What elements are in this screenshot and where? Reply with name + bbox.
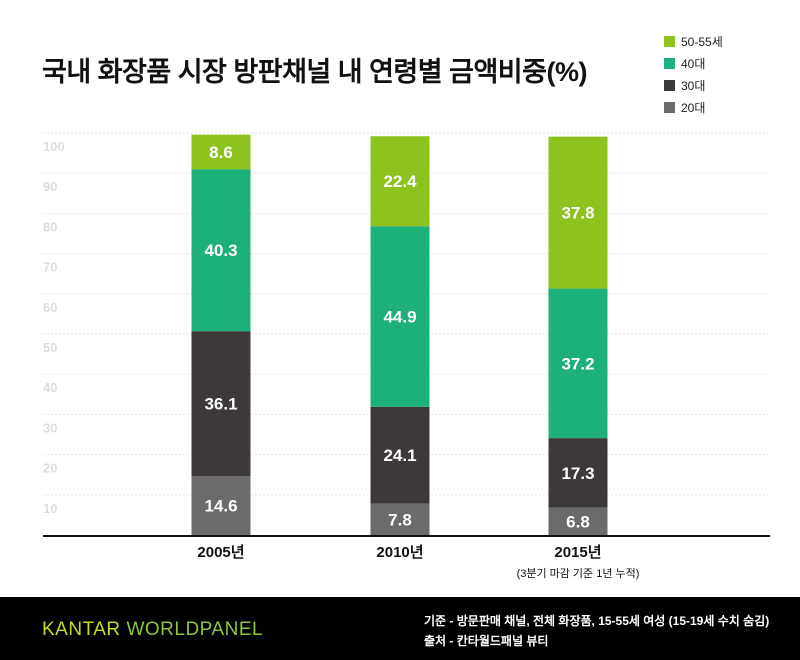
legend-item: 50-55세 (664, 30, 723, 52)
bar-segment (548, 507, 608, 535)
bar-segment (191, 134, 251, 170)
source-note: 출처 - 칸타월드패널 뷰티 (424, 634, 549, 648)
legend-swatch (664, 79, 675, 91)
bar-segment (548, 136, 608, 289)
x-tick-note: (3분기 마감 기준 1년 누적) (517, 567, 640, 580)
x-tick-label: 2010년 (376, 544, 423, 561)
legend-item: 30대 (664, 74, 723, 96)
legend-label: 30대 (681, 78, 706, 93)
data-label: 24.1 (383, 446, 416, 465)
data-label: 44.9 (383, 308, 416, 327)
y-tick-label: 60 (43, 300, 57, 315)
data-label: 37.2 (561, 354, 594, 373)
data-label: 6.8 (566, 512, 590, 531)
y-tick-label: 30 (43, 420, 57, 435)
bar-segment (191, 169, 251, 332)
data-label: 37.8 (561, 204, 594, 223)
data-label: 17.3 (561, 464, 594, 483)
basis-note: 기준 - 방문판매 채널, 전체 화장품, 15-55세 여성 (15-19세 … (424, 614, 770, 628)
footer-notes: 기준 - 방문판매 채널, 전체 화장품, 15-55세 여성 (15-19세 … (424, 611, 769, 651)
bar-segment (370, 503, 430, 535)
data-label: 36.1 (204, 395, 237, 414)
y-tick-label: 70 (43, 260, 57, 275)
legend-label: 50-55세 (681, 34, 723, 49)
logo-text-b: WORLDPANEL (126, 619, 264, 640)
y-tick-label: 80 (43, 219, 57, 234)
data-label: 7.8 (388, 510, 412, 529)
chart-title: 국내 화장품 시장 방판채널 내 연령별 금액비중(%) (42, 57, 587, 87)
data-label: 40.3 (204, 241, 237, 260)
bar-segment (548, 438, 608, 508)
legend: 50-55세 40대 30대 20대 (664, 30, 723, 118)
y-tick-label: 40 (43, 380, 57, 395)
y-tick-label: 100 (43, 139, 65, 154)
bar-segment (370, 406, 430, 504)
y-tick-label: 20 (43, 461, 57, 476)
legend-label: 20대 (681, 100, 706, 115)
legend-label: 40대 (681, 56, 706, 71)
y-tick-label: 10 (43, 501, 57, 516)
kantar-worldpanel-logo: KANTAR WORLDPANEL (42, 619, 263, 641)
data-label: 8.6 (209, 143, 233, 162)
y-tick-label: 90 (43, 179, 57, 194)
logo-text-a: KANTAR (42, 619, 127, 640)
legend-swatch (664, 35, 675, 47)
bar-segment (370, 226, 430, 407)
x-tick-label: 2015년 (554, 544, 601, 561)
x-tick-label: 2005년 (197, 544, 244, 561)
chart-plot: 10 20 30 40 50 60 70 80 90 100 14.6 36.1 40.3 8.6 2005… (43, 132, 770, 580)
footer: KANTAR WORLDPANEL 기준 - 방문판매 채널, 전체 화장품, … (0, 597, 800, 660)
y-tick-label: 50 (43, 340, 57, 355)
bar-segment (191, 476, 251, 535)
legend-item: 40대 (664, 52, 723, 74)
data-label: 22.4 (383, 172, 417, 191)
bar-segment (548, 288, 608, 439)
legend-swatch (664, 101, 675, 113)
data-label: 14.6 (204, 497, 237, 516)
legend-swatch (664, 57, 675, 69)
legend-item: 20대 (664, 96, 723, 118)
bar-segment (370, 136, 430, 227)
bar-segment (191, 331, 251, 477)
